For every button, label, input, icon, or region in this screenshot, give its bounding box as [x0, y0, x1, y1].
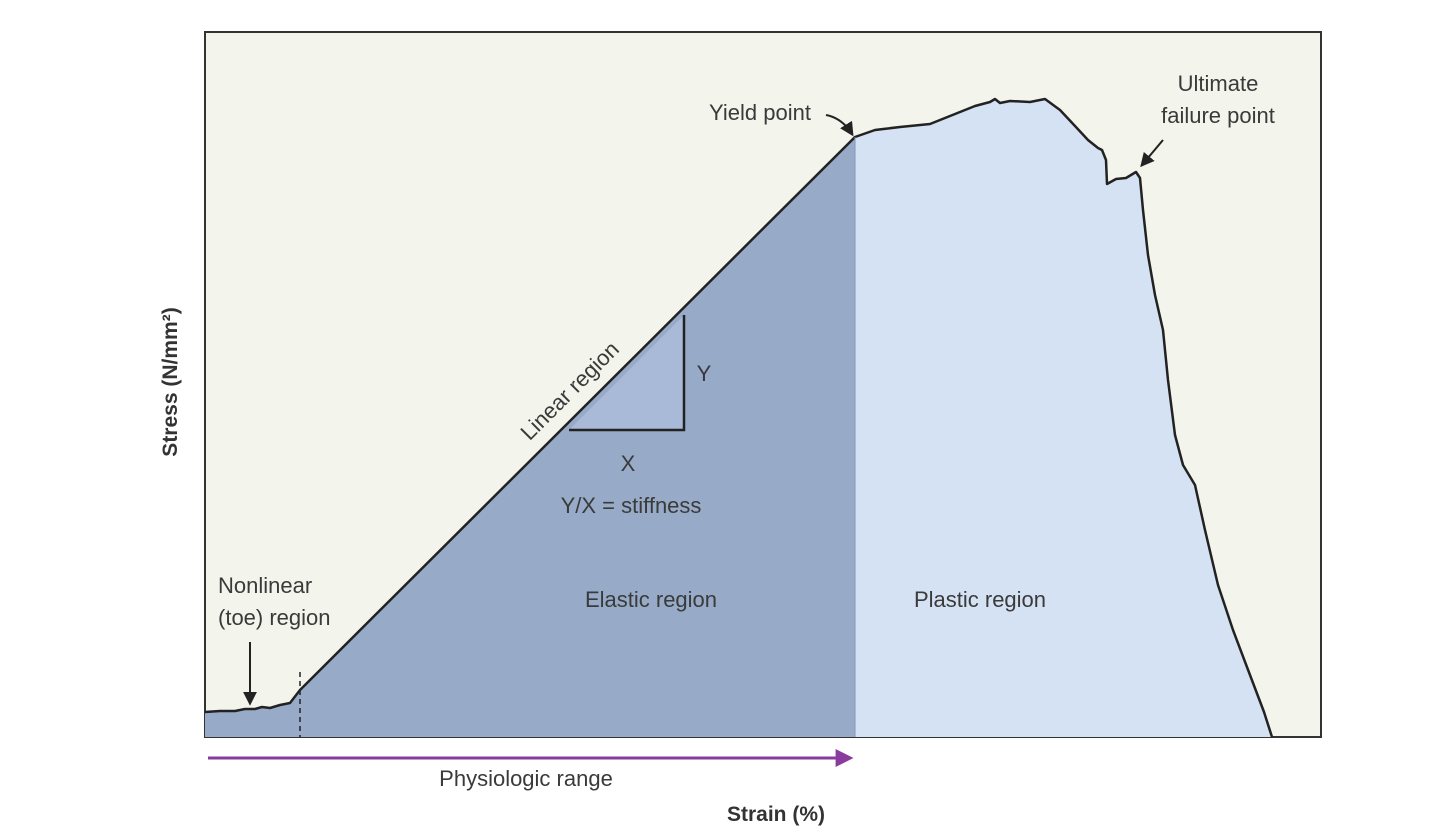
- stress-strain-curve: [204, 97, 1274, 738]
- stiffness-triangle-legs: [569, 315, 686, 432]
- ultimate-failure-label-line2: failure point: [1161, 103, 1275, 128]
- x-axis-title: Strain (%): [727, 803, 825, 826]
- plastic-region-fill: [855, 99, 1272, 737]
- stiffness-label: Y/X = stiffness: [561, 493, 702, 518]
- ultimate-failure-arrow: [1140, 139, 1164, 168]
- toe-region-label-line2: (toe) region: [218, 605, 331, 630]
- yield-point-arrow: [825, 114, 854, 137]
- y-axis-title: Stress (N/mm²): [159, 307, 182, 456]
- elastic-region-label: Elastic region: [585, 587, 717, 612]
- plastic-region-label: Plastic region: [914, 587, 1046, 612]
- triangle-x-label: X: [621, 451, 636, 476]
- elastic-region-fill: [205, 137, 855, 737]
- stiffness-triangle: [569, 315, 684, 430]
- triangle-y-label: Y: [697, 361, 712, 386]
- toe-region-label-line1: Nonlinear: [218, 573, 312, 598]
- ultimate-failure-label-line1: Ultimate: [1178, 71, 1259, 96]
- yield-point-label: Yield point: [709, 100, 811, 125]
- physiologic-range-label: Physiologic range: [439, 766, 613, 791]
